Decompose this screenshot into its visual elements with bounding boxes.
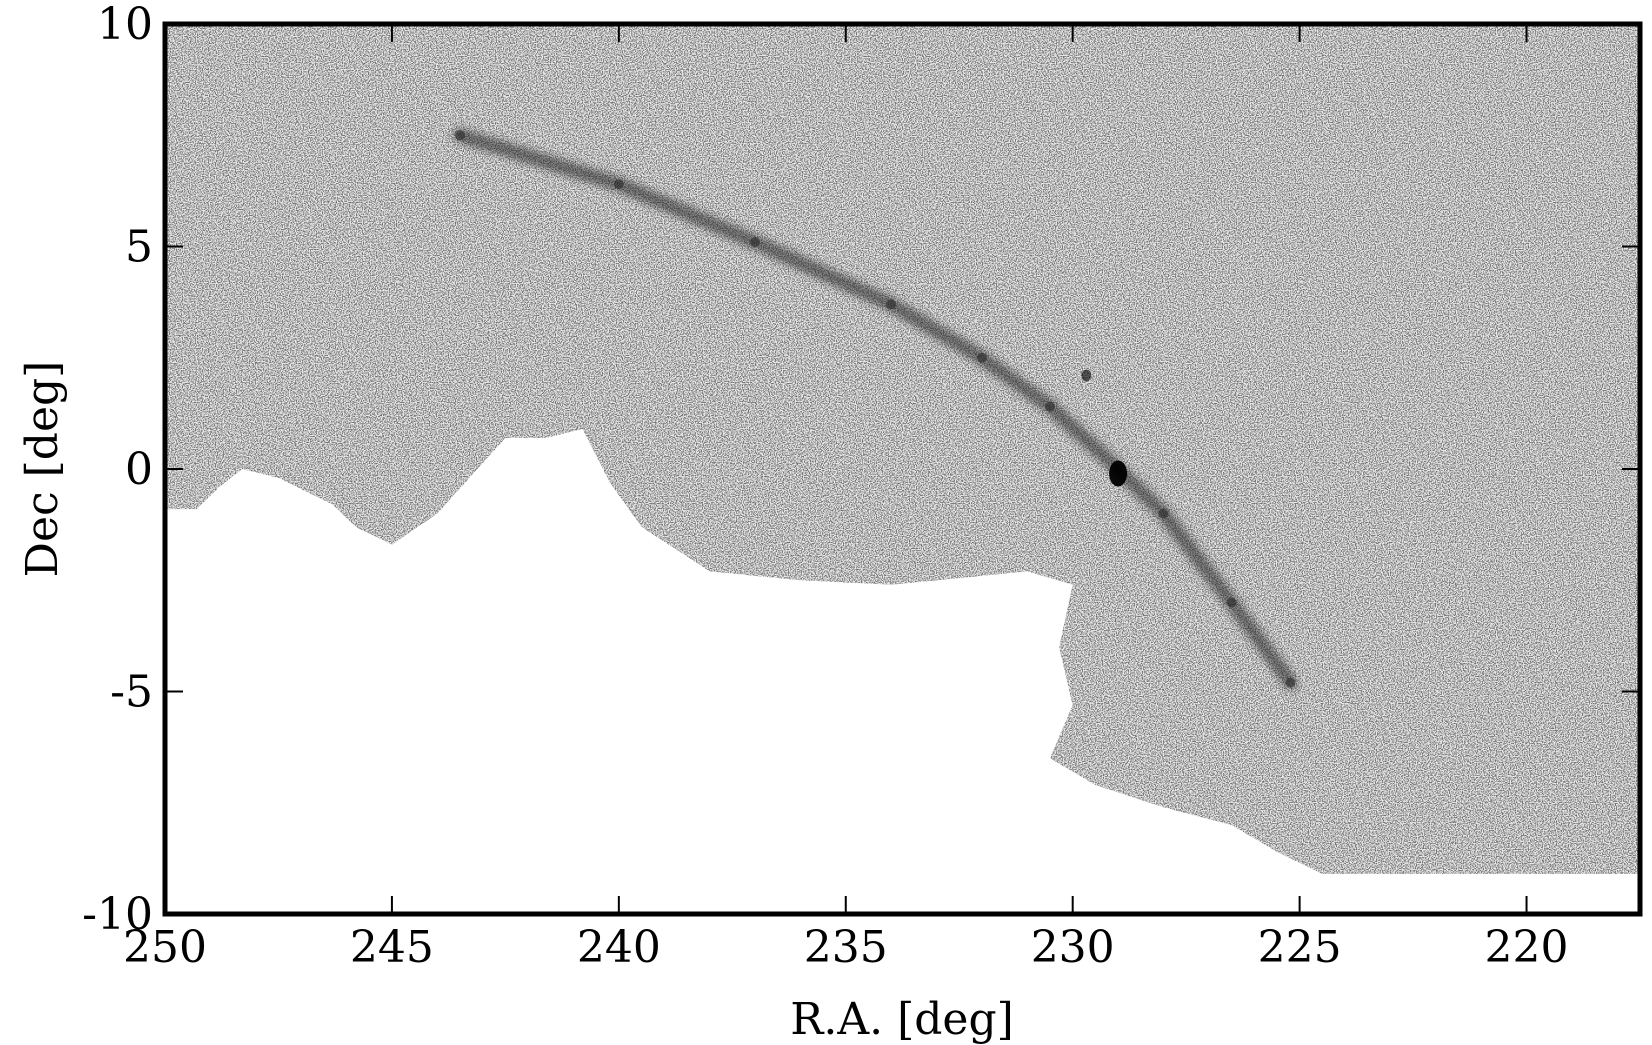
x-tick-label: 245 [350, 922, 434, 973]
x-tick-label: 220 [1485, 922, 1569, 973]
x-tick-label: 250 [123, 922, 207, 973]
x-axis-title: R.A. [deg] [790, 994, 1014, 1045]
y-axis-ticks: 10 5 0 -5 -10 [82, 0, 1640, 940]
y-tick-label: -5 [110, 667, 153, 718]
stream-point [455, 130, 465, 141]
stream-point [1045, 401, 1055, 412]
globular-cluster-marker [1109, 460, 1128, 487]
cluster-layer [1081, 369, 1128, 487]
y-tick-label: -10 [82, 889, 153, 940]
y-tick-label: 10 [97, 0, 153, 50]
stream-point [886, 299, 897, 310]
stream-point [976, 352, 987, 363]
stream-point [1226, 597, 1237, 608]
stream-point [1158, 508, 1169, 519]
y-tick-label: 5 [125, 222, 153, 273]
plot-area [165, 24, 1640, 914]
stream-point [613, 179, 624, 190]
stream-point [1285, 677, 1296, 688]
x-tick-label: 240 [577, 922, 661, 973]
x-tick-label: 225 [1258, 922, 1342, 973]
x-axis-ticks: 250 245 240 235 230 225 220 [123, 24, 1569, 973]
x-tick-label: 230 [1031, 922, 1115, 973]
y-axis-title: Dec [deg] [17, 361, 68, 578]
y-tick-label: 0 [125, 444, 153, 495]
stream-band [453, 128, 1298, 690]
stream-point [750, 237, 760, 248]
small-cluster-marker [1081, 369, 1092, 382]
x-tick-label: 235 [804, 922, 888, 973]
